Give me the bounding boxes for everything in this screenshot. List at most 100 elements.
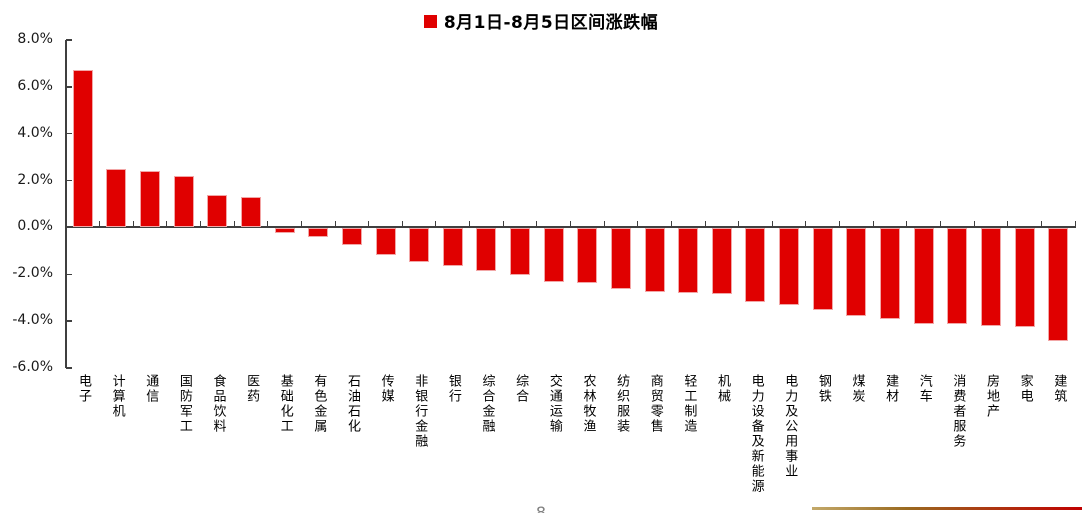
bar <box>1014 228 1035 327</box>
x-axis-category-label: 房地产 <box>974 374 1008 513</box>
x-axis-tick <box>1074 221 1076 229</box>
y-axis-tick-label: 6.0% <box>17 77 53 94</box>
y-axis-tick <box>66 39 72 41</box>
x-axis-category-text: 计算机 <box>109 374 125 419</box>
y-axis-tick <box>66 132 72 135</box>
bar <box>610 228 631 290</box>
x-axis-category-label: 传媒 <box>369 374 403 513</box>
bar <box>476 228 497 271</box>
x-axis-tick <box>200 221 202 229</box>
x-axis-tick <box>603 221 605 229</box>
x-axis-category-label: 汽车 <box>907 374 941 513</box>
x-axis-tick <box>1040 221 1042 229</box>
x-axis-category-text: 非银行金融 <box>412 374 428 449</box>
bar <box>812 228 833 311</box>
x-axis-category-label: 计算机 <box>100 374 134 513</box>
y-axis-tick-label: 4.0% <box>17 124 53 141</box>
x-axis-category-text: 电力设备及新能源 <box>748 374 764 494</box>
x-axis-tick <box>267 221 269 229</box>
bar <box>913 228 934 325</box>
bar <box>341 228 362 245</box>
y-axis-line <box>65 40 67 368</box>
x-axis-category-text: 消费者服务 <box>950 374 966 449</box>
x-axis-category-label: 农林牧渔 <box>571 374 605 513</box>
bar <box>644 228 665 292</box>
x-axis-tick <box>65 221 67 229</box>
x-axis-category-label: 电力及公用事业 <box>772 374 806 513</box>
chart-legend: 8月1日-8月5日区间涨跌幅 <box>0 8 1082 33</box>
x-axis-category-label: 建材 <box>873 374 907 513</box>
x-axis-category-text: 石油石化 <box>345 374 361 434</box>
bar <box>240 196 261 228</box>
bar <box>140 171 161 228</box>
x-axis-category-text: 轻工制造 <box>681 374 697 434</box>
x-axis-tick <box>536 221 538 229</box>
x-axis-category-text: 通信 <box>143 374 159 404</box>
x-axis-category-text: 综合 <box>513 374 529 404</box>
x-axis-tick <box>771 221 773 229</box>
x-axis-category-label: 石油石化 <box>335 374 369 513</box>
x-axis-category-text: 电力及公用事业 <box>782 374 798 479</box>
x-axis-category-label: 通信 <box>133 374 167 513</box>
bar <box>880 228 901 319</box>
x-axis-tick <box>839 221 841 229</box>
x-axis-tick <box>300 221 302 229</box>
x-axis-tick <box>670 221 672 229</box>
x-axis-category-text: 有色金属 <box>311 374 327 434</box>
x-axis-tick <box>401 221 403 229</box>
x-axis-category-label: 非银行金融 <box>402 374 436 513</box>
x-axis-category-text: 商贸零售 <box>647 374 663 434</box>
x-axis-category-text: 家电 <box>1017 374 1033 404</box>
x-axis-tick <box>502 221 504 229</box>
legend-label: 8月1日-8月5日区间涨跌幅 <box>443 13 659 33</box>
x-axis-category-label: 国防军工 <box>167 374 201 513</box>
x-axis-category-text: 汽车 <box>916 374 932 404</box>
x-axis-tick <box>233 221 235 229</box>
bar <box>846 228 867 317</box>
x-axis-category-text: 医药 <box>244 374 260 404</box>
x-axis-category-text: 建材 <box>883 374 899 404</box>
x-axis-category-text: 煤炭 <box>849 374 865 404</box>
y-axis-tick-label: -6.0% <box>12 359 53 375</box>
x-axis-category-label: 电子 <box>66 374 100 513</box>
x-axis-category-label: 建筑 <box>1041 374 1075 513</box>
x-axis-category-label: 交通运输 <box>537 374 571 513</box>
x-axis-category-label: 银行 <box>436 374 470 513</box>
x-axis-category-label: 综合 <box>503 374 537 513</box>
x-axis-category-text: 传媒 <box>378 374 394 404</box>
bar <box>207 194 228 228</box>
x-axis-category-label: 机械 <box>705 374 739 513</box>
x-axis-tick <box>166 221 168 229</box>
x-axis-tick <box>906 221 908 229</box>
y-axis-tick <box>66 367 72 369</box>
bar <box>375 228 396 256</box>
y-axis-tick <box>66 86 72 88</box>
x-axis-tick <box>435 221 437 229</box>
x-axis-tick <box>872 221 874 229</box>
bar <box>947 228 968 325</box>
x-axis-category-label: 轻工制造 <box>671 374 705 513</box>
bar <box>274 228 295 234</box>
x-axis-tick <box>132 221 134 229</box>
x-axis-category-label: 煤炭 <box>840 374 874 513</box>
x-axis-category-text: 银行 <box>445 374 461 404</box>
y-axis-tick-label: 0.0% <box>17 218 53 235</box>
x-axis-category-text: 房地产 <box>984 374 1000 419</box>
page-number: 8 <box>535 503 547 513</box>
bar <box>745 228 766 303</box>
x-axis-category-label: 电力设备及新能源 <box>739 374 773 513</box>
x-axis-category-label: 纺织服装 <box>604 374 638 513</box>
footer-accent-line <box>812 507 1082 510</box>
x-axis-tick <box>368 221 370 229</box>
bar <box>442 228 463 266</box>
y-axis-tick <box>66 179 72 182</box>
x-axis-tick <box>1007 221 1009 229</box>
bar <box>779 228 800 305</box>
x-axis-category-text: 电子 <box>75 374 91 404</box>
legend-swatch-icon <box>423 15 437 28</box>
x-axis-category-label: 综合金融 <box>470 374 504 513</box>
y-axis-tick <box>66 273 72 276</box>
y-axis-tick <box>66 320 72 322</box>
